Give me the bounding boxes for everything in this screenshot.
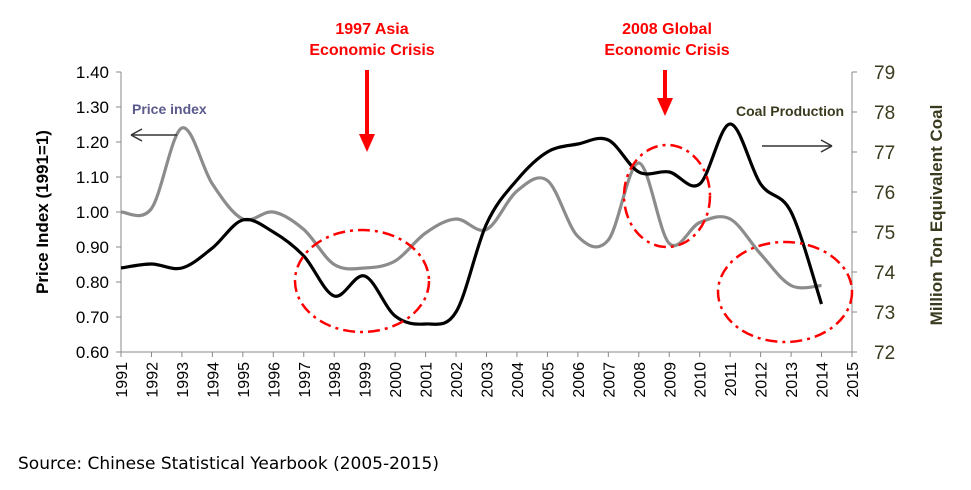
right-axis-title: Million Ton Equivalent Coal bbox=[927, 105, 946, 326]
x-tick-label: 1995 bbox=[236, 362, 253, 398]
x-tick-label: 2000 bbox=[388, 362, 405, 398]
x-tick-label: 2009 bbox=[662, 362, 679, 398]
right-tick-label: 77 bbox=[874, 143, 895, 164]
asia-crisis-label-line1: 1997 Asia bbox=[335, 21, 408, 38]
x-tick-label: 2001 bbox=[419, 362, 436, 398]
global-crisis-ellipse bbox=[622, 143, 712, 249]
x-tick-label: 2005 bbox=[540, 362, 557, 398]
right-tick-label: 78 bbox=[874, 103, 895, 124]
left-tick-label: 1.40 bbox=[76, 63, 109, 82]
x-tick-label: 2012 bbox=[754, 362, 771, 398]
right-tick-label: 72 bbox=[874, 343, 895, 364]
coal-production-right-arrow-icon bbox=[762, 139, 833, 153]
left-axis-title: Price Index (1991=1) bbox=[33, 130, 52, 294]
left-tick-label: 0.70 bbox=[76, 308, 109, 327]
x-tick-label: 2011 bbox=[723, 362, 740, 397]
asia-crisis-ellipse bbox=[293, 228, 431, 334]
x-tick-label: 2013 bbox=[784, 362, 801, 398]
x-tick-label: 1991 bbox=[114, 362, 131, 398]
left-tick-label: 0.90 bbox=[76, 238, 109, 257]
x-tick-label: 2002 bbox=[449, 362, 466, 398]
right-tick-label: 73 bbox=[874, 303, 895, 324]
global-crisis-label-line2: Economic Crisis bbox=[604, 42, 729, 59]
asia-crisis-arrow bbox=[359, 70, 375, 152]
left-tick-label: 0.80 bbox=[76, 273, 109, 292]
right-tick-label: 79 bbox=[874, 63, 895, 84]
coal-production-line bbox=[120, 122, 824, 326]
x-tick-label: 1996 bbox=[266, 362, 283, 398]
left-tick-label: 1.20 bbox=[76, 133, 109, 152]
x-tick-label: 2008 bbox=[632, 362, 649, 398]
coal-production-label: Coal Production bbox=[736, 103, 844, 119]
x-tick-label: 1994 bbox=[205, 362, 222, 398]
dual-axis-line-chart: 0.60 0.70 0.80 0.90 1.00 1.10 1.20 1.30 1.40 72 7… bbox=[33, 21, 946, 398]
x-tick-label: 2010 bbox=[693, 362, 710, 398]
left-tick-label: 1.00 bbox=[76, 203, 109, 222]
asia-crisis-label-line2: Economic Crisis bbox=[309, 42, 434, 59]
x-tick-label: 1998 bbox=[327, 362, 344, 398]
x-tick-label: 2006 bbox=[571, 362, 588, 398]
x-tick-label: 1999 bbox=[358, 362, 375, 398]
price-index-label: Price index bbox=[132, 101, 207, 117]
x-tick-label: 1997 bbox=[297, 362, 314, 398]
x-tick-label: 2004 bbox=[510, 362, 527, 398]
right-tick-label: 76 bbox=[874, 183, 895, 204]
right-tick-label: 75 bbox=[874, 223, 895, 244]
right-tick-label: 74 bbox=[874, 263, 896, 284]
recent-decline-ellipse bbox=[716, 240, 854, 344]
x-tick-label: 2015 bbox=[845, 362, 862, 398]
price-index-line bbox=[120, 126, 822, 290]
left-tick-label: 1.30 bbox=[76, 98, 109, 117]
left-tick-label: 1.10 bbox=[76, 168, 109, 187]
global-crisis-label-line1: 2008 Global bbox=[622, 21, 712, 38]
left-tick-label: 0.60 bbox=[76, 343, 109, 362]
x-tick-label: 2007 bbox=[601, 362, 618, 398]
global-crisis-arrow bbox=[657, 70, 673, 116]
x-tick-label: 1992 bbox=[144, 362, 161, 398]
price-index-left-arrow-icon bbox=[130, 128, 177, 142]
x-tick-label: 2014 bbox=[815, 362, 832, 398]
x-tick-label: 2003 bbox=[480, 362, 497, 398]
source-note: Source: Chinese Statistical Yearbook (20… bbox=[18, 454, 439, 474]
x-tick-label: 1993 bbox=[175, 362, 192, 398]
